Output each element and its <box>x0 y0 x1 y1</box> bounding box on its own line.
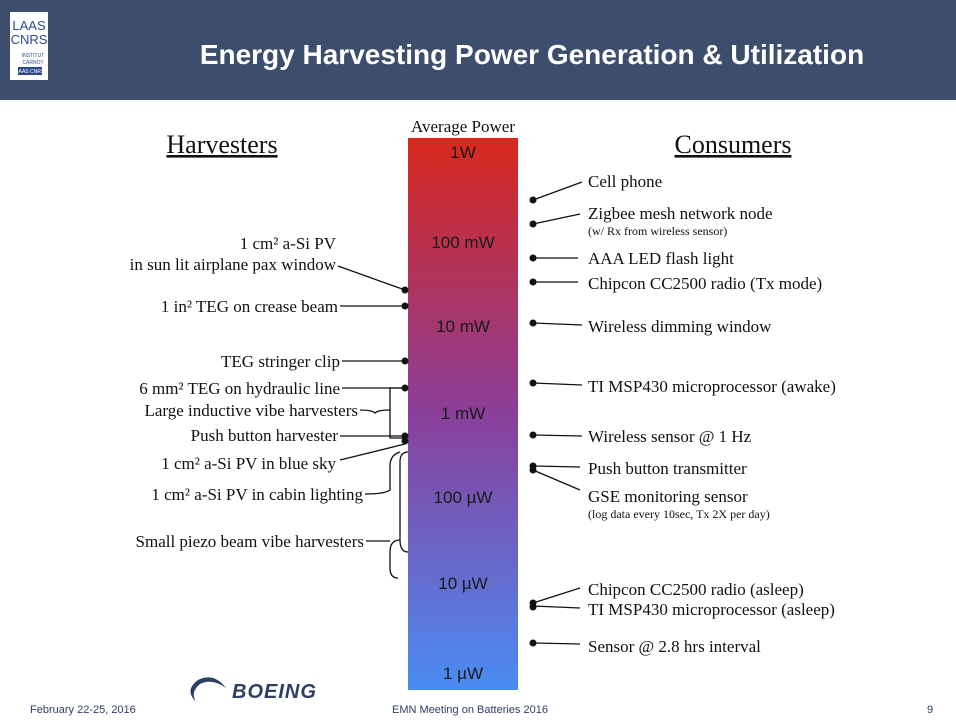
power-bar <box>408 138 518 690</box>
scale-caption: Average Power <box>411 117 515 136</box>
boeing-text: BOEING <box>232 681 317 703</box>
logo-text: LAAS <box>12 18 46 33</box>
logo-text: CARNOT <box>22 60 43 66</box>
harvester-label: 1 cm² a-Si PV in blue sky <box>161 454 336 473</box>
header-band <box>0 0 956 100</box>
harvester-label: 1 in² TEG on crease beam <box>161 297 338 316</box>
logo: LAAS CNRS INSTITUT CARNOT LAAS CNRS <box>10 12 48 80</box>
harvester-label: 1 cm² a-Si PV <box>240 234 337 253</box>
consumer-label: Wireless sensor @ 1 Hz <box>588 427 752 446</box>
harvester-label: 6 mm² TEG on hydraulic line <box>139 379 340 398</box>
logo-text: CNRS <box>11 32 48 47</box>
footer-event: EMN Meeting on Batteries 2016 <box>392 704 548 716</box>
power-level: 100 mW <box>431 233 494 252</box>
consumer-label: Sensor @ 2.8 hrs interval <box>588 637 761 656</box>
harvester-label: in sun lit airplane pax window <box>130 255 337 274</box>
consumer-label: GSE monitoring sensor <box>588 487 748 506</box>
consumers-heading: Consumers <box>675 130 792 159</box>
power-level: 1 µW <box>443 664 483 683</box>
consumer-label: Cell phone <box>588 172 662 191</box>
consumer-label: Wireless dimming window <box>588 317 772 336</box>
consumer-label: Chipcon CC2500 radio (Tx mode) <box>588 274 822 293</box>
harvester-label: 1 cm² a-Si PV in cabin lighting <box>151 485 363 504</box>
power-level: 1 mW <box>441 404 485 423</box>
consumer-connectors <box>529 181 583 647</box>
power-level: 1W <box>450 143 476 162</box>
power-level: 10 mW <box>436 317 490 336</box>
harvester-connectors <box>337 265 409 579</box>
footer-date: February 22-25, 2016 <box>30 704 136 716</box>
power-level: 10 µW <box>438 574 487 593</box>
consumer-label: AAA LED flash light <box>588 249 734 268</box>
boeing-logo: BOEING <box>190 677 316 703</box>
consumer-label: TI MSP430 microprocessor (awake) <box>588 377 836 396</box>
page-number: 9 <box>927 704 933 716</box>
consumer-label: Zigbee mesh network node <box>588 204 773 223</box>
harvester-label: Push button harvester <box>191 426 339 445</box>
consumer-label: Push button transmitter <box>588 459 747 478</box>
title: Energy Harvesting Power Generation & Uti… <box>200 39 864 70</box>
harvester-label: Large inductive vibe harvesters <box>144 401 358 420</box>
harvester-label: TEG stringer clip <box>221 352 340 371</box>
consumer-label: Chipcon CC2500 radio (asleep) <box>588 580 804 599</box>
consumer-label: TI MSP430 microprocessor (asleep) <box>588 600 835 619</box>
power-level: 100 µW <box>434 488 493 507</box>
consumer-label: (log data every 10sec, Tx 2X per day) <box>588 507 770 521</box>
consumer-label: (w/ Rx from wireless sensor) <box>588 224 727 238</box>
logo-text: LAAS CNRS <box>16 69 45 75</box>
harvester-label: Small piezo beam vibe harvesters <box>136 532 364 551</box>
harvesters-heading: Harvesters <box>166 130 277 159</box>
logo-text: INSTITUT <box>22 53 45 59</box>
